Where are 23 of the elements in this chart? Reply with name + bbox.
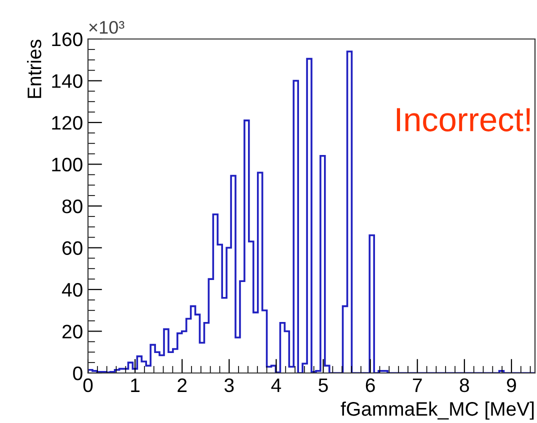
x-tick-label: 7 bbox=[412, 378, 422, 392]
x-tick-label: 4 bbox=[271, 378, 282, 392]
x-tick-label: 2 bbox=[178, 378, 187, 392]
x-axis-title: fGammaEk_MC [MeV] bbox=[340, 402, 534, 420]
y-tick-label: 0 bbox=[73, 366, 82, 380]
y-axis-title: Entries bbox=[27, 40, 42, 98]
x-tick-label: 9 bbox=[506, 378, 516, 392]
x-tick-label: 8 bbox=[460, 378, 469, 392]
x-tick-label: 6 bbox=[366, 378, 375, 392]
y-tick-label: 20 bbox=[62, 324, 82, 338]
y-tick-label: 60 bbox=[62, 241, 82, 255]
y-tick-label: 120 bbox=[52, 116, 82, 130]
x-tick-label: 0 bbox=[83, 378, 93, 392]
x-tick-label: 1 bbox=[131, 378, 140, 392]
y-tick-label: 80 bbox=[62, 199, 82, 214]
y-tick-label: 160 bbox=[52, 32, 82, 46]
y-tick-label: 40 bbox=[62, 282, 82, 297]
text: ×10³ bbox=[89, 20, 124, 34]
y-tick-label: 100 bbox=[52, 158, 82, 172]
y-tick-label: 140 bbox=[52, 74, 82, 88]
annotation: Incorrect! bbox=[396, 108, 530, 132]
x-tick-label: 3 bbox=[224, 378, 234, 392]
x-tick-label: 5 bbox=[318, 378, 328, 392]
